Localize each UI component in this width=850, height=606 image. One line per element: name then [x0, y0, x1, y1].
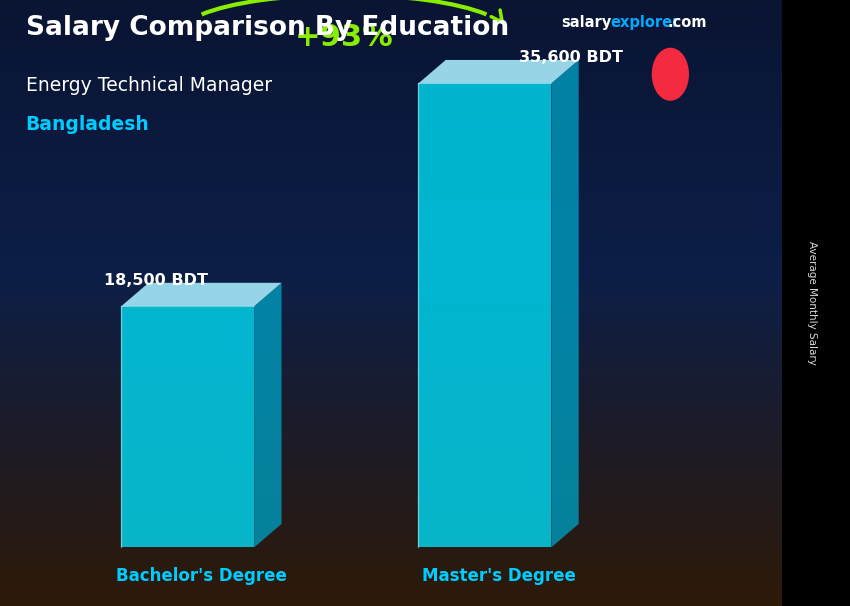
Text: Average Monthly Salary: Average Monthly Salary [807, 241, 817, 365]
Text: Energy Technical Manager: Energy Technical Manager [26, 76, 272, 95]
Polygon shape [552, 60, 579, 547]
Polygon shape [254, 283, 281, 547]
Circle shape [653, 48, 689, 100]
Text: Salary Comparison By Education: Salary Comparison By Education [26, 15, 508, 41]
Text: 35,600 BDT: 35,600 BDT [518, 50, 623, 65]
Text: .com: .com [667, 15, 706, 30]
Text: explorer: explorer [610, 15, 680, 30]
Text: 18,500 BDT: 18,500 BDT [105, 273, 208, 288]
Text: Bachelor's Degree: Bachelor's Degree [116, 567, 286, 585]
Text: +93%: +93% [295, 23, 394, 52]
Polygon shape [122, 306, 254, 547]
Text: Bangladesh: Bangladesh [26, 115, 150, 134]
Polygon shape [418, 60, 579, 84]
Polygon shape [122, 283, 281, 306]
Text: Master's Degree: Master's Degree [422, 567, 575, 585]
Polygon shape [418, 84, 552, 547]
Text: salary: salary [561, 15, 611, 30]
